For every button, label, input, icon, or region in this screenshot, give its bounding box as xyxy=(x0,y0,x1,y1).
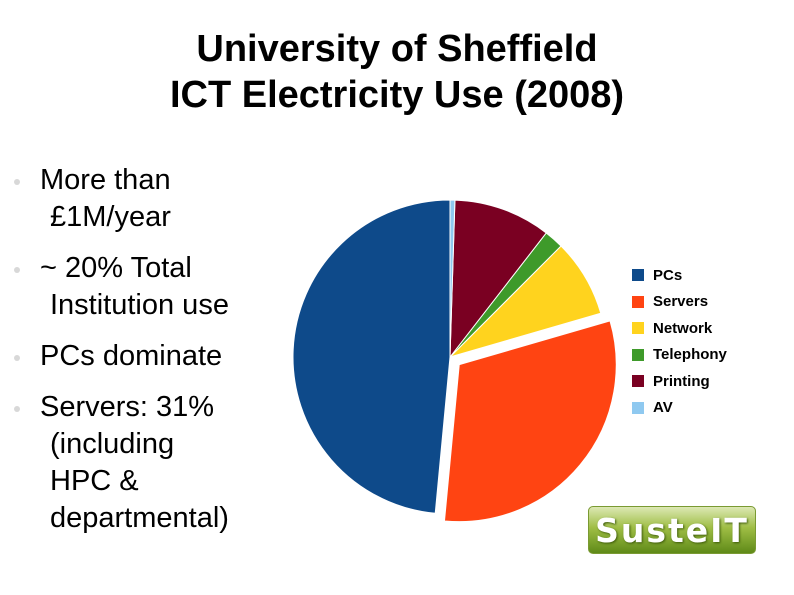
legend-swatch xyxy=(632,375,644,388)
legend-label: Servers xyxy=(653,293,709,311)
bullet-text: More than xyxy=(40,164,171,196)
legend-swatch xyxy=(632,401,644,414)
bullet-text: PCs dominate xyxy=(40,340,223,372)
pie-slice-pcs xyxy=(292,199,451,514)
bullet-text: HPC & xyxy=(50,465,139,497)
bullet-text: departmental) xyxy=(50,502,229,534)
legend-label: Network xyxy=(653,319,713,337)
pie-slice-av xyxy=(449,199,456,358)
susteit-logo: SusteIT xyxy=(588,506,756,554)
bullet-institution-share: ~ 20% Total Institution use xyxy=(14,250,284,324)
bullet-text: Institution use xyxy=(50,289,229,321)
bullet-dot xyxy=(14,355,20,361)
legend-item-av: AV xyxy=(632,395,727,422)
legend-label: AV xyxy=(653,399,673,417)
title-line-2: ICT Electricity Use (2008) xyxy=(169,74,625,116)
legend-swatch xyxy=(632,295,644,308)
legend-swatch xyxy=(632,348,644,361)
logo-text: SusteIT xyxy=(595,510,749,550)
legend-item-network: Network xyxy=(632,315,727,342)
chart-legend: PCs Servers Network Telephony Printing AV xyxy=(632,262,727,421)
legend-label: Printing xyxy=(653,372,710,390)
bullet-text: ~ 20% Total xyxy=(40,252,192,284)
legend-swatch xyxy=(632,269,644,282)
bullet-pcs: PCs dominate xyxy=(14,338,284,375)
bullet-text: £1M/year xyxy=(50,201,171,233)
title-line-1: University of Sheffield xyxy=(196,28,598,70)
legend-item-servers: Servers xyxy=(632,289,727,316)
slide-title: University of Sheffield ICT Electricity … xyxy=(0,26,794,118)
bullet-cost: More than £1M/year xyxy=(14,162,284,236)
legend-swatch xyxy=(632,322,644,335)
legend-item-printing: Printing xyxy=(632,368,727,395)
legend-label: Telephony xyxy=(653,346,727,364)
legend-label: PCs xyxy=(653,266,683,284)
pie-slice-servers xyxy=(443,320,617,523)
bullet-text: Servers: 31% xyxy=(40,391,215,423)
bullet-text: (including xyxy=(50,428,175,460)
legend-item-telephony: Telephony xyxy=(632,342,727,369)
pie-chart xyxy=(292,199,617,523)
pie-slice-printing xyxy=(449,199,547,359)
bullet-list: More than £1M/year ~ 20% Total Instituti… xyxy=(14,162,284,551)
bullet-servers: Servers: 31% (including HPC & department… xyxy=(14,389,284,537)
bullet-dot xyxy=(14,179,20,185)
legend-item-pcs: PCs xyxy=(632,262,727,289)
bullet-dot xyxy=(14,267,20,273)
bullet-dot xyxy=(14,406,20,412)
